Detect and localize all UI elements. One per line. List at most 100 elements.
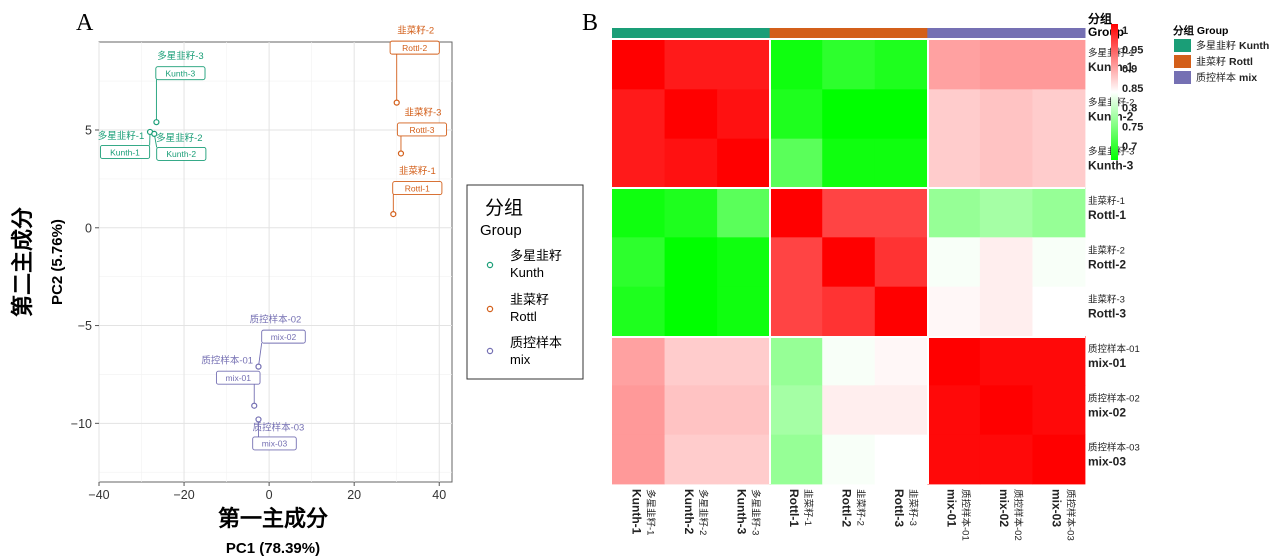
- colorbar-tick-label: 0.8: [1122, 102, 1137, 114]
- col-label: Rottl-2: [840, 489, 854, 527]
- heatmap-cell-mix-02-rottl-2: [822, 385, 876, 436]
- heatmap-cell-kunth-3-kunth-2: [664, 138, 718, 189]
- legend-label-rottl-cn: 韭菜籽: [510, 292, 549, 307]
- annotation-cell-kunth-3: [717, 28, 771, 38]
- heatmap-cell-mix-01-mix-01: [927, 336, 981, 386]
- pca-point-kunth-2: Kunth-2 多星韭籽-2: [151, 130, 207, 161]
- annotation-cell-mix-02: [979, 28, 1033, 38]
- pca-point-label-box: [389, 40, 440, 55]
- row-label: Rottl-3: [1088, 307, 1126, 321]
- pca-point-label-box: [156, 146, 207, 161]
- col-label: mix-03: [1050, 489, 1064, 527]
- heatmap-cell-mix-01-kunth-2: [664, 336, 718, 386]
- pca-point-kunth-1: Kunth-1 多星韭籽-1: [98, 128, 154, 159]
- colorbar-tick-label: 0.85: [1122, 83, 1143, 95]
- pca-point-label-box: [396, 122, 448, 137]
- col-label-cn: 质控样本-01: [960, 489, 972, 541]
- heatmap-cell-mix-02-kunth-1: [612, 385, 665, 436]
- pca-point-label: Rottl-2: [402, 43, 427, 53]
- pca-point-mix-01: mix-01 质控样本-01: [201, 355, 261, 409]
- heatmap-cell-kunth-2-mix-03: [1032, 89, 1086, 140]
- pca-point-kunth-3: Kunth-3 多星韭籽-3: [153, 50, 206, 126]
- heatmap-chart: 多星韭籽-1Kunth-1多星韭籽-2Kunth-2多星韭籽-3Kunth-3韭…: [612, 11, 1269, 541]
- pca-point-label-cn: 质控样本-03: [253, 421, 305, 433]
- legend-marker-mix: [486, 347, 494, 355]
- row-label: mix-02: [1088, 405, 1126, 419]
- group-legend-label-en: Kunth: [1239, 40, 1269, 52]
- colorbar-tick-label: 0.75: [1122, 122, 1143, 134]
- pca-point-label: Kunth-1: [110, 147, 140, 157]
- colorbar-tick-label: 0.9: [1122, 64, 1137, 76]
- pca-point-label-box: [215, 370, 261, 385]
- heatmap-cell-rottl-3-kunth-2: [664, 286, 718, 337]
- pca-point-label-cn: 多星韭籽-3: [157, 50, 203, 62]
- pca-point-marker: [153, 119, 160, 126]
- heatmap-cell-mix-02-kunth-3: [717, 385, 771, 436]
- heatmap-cell-kunth-1-mix-02: [979, 40, 1033, 90]
- heatmap-cell-rottl-2-mix-03: [1032, 237, 1086, 288]
- heatmap-col-labels: Kunth-1 多星韭籽-1 Kunth-2 多星韭籽-2 Kunth-3 多星韭籽-3 R…: [629, 489, 1076, 541]
- heatmap-cell-rottl-3-rottl-3: [874, 286, 928, 337]
- heatmap-cell-rottl-3-mix-01: [927, 286, 981, 337]
- pca-point-label: mix-02: [271, 332, 297, 342]
- pca-point-label: Rottl-1: [405, 183, 430, 193]
- pca-point-label: mix-01: [225, 373, 251, 383]
- pca-point-rottl-1: Rottl-1 韭菜籽-1: [390, 165, 443, 218]
- heatmap-cell-kunth-1-rottl-1: [769, 40, 823, 90]
- group-legend-label-cn: 韭菜籽: [1196, 56, 1226, 68]
- heatmap-cell-rottl-2-rottl-2: [822, 237, 876, 288]
- heatmap-cell-kunth-1-kunth-2: [664, 40, 718, 90]
- colorbar-ticks: 1 0.95 0.9 0.85 0.8 0.75 0.7: [1122, 25, 1143, 153]
- annotation-cell-rottl-1: [769, 28, 823, 38]
- heatmap-cell-rottl-2-rottl-1: [769, 237, 823, 288]
- heatmap-cell-rottl-1-rottl-2: [822, 188, 876, 238]
- pca-x-tick-label: 0: [266, 488, 273, 502]
- annotation-subtitle: Group: [1088, 25, 1124, 39]
- pca-y-axis-subtitle: PC2 (5.76%): [49, 219, 66, 305]
- pca-point-marker: [255, 363, 262, 370]
- group-legend-swatch-mix: [1174, 71, 1191, 84]
- annotation-title: 分组: [1088, 11, 1112, 26]
- colorbar-tick-label: 1: [1122, 25, 1128, 37]
- pca-x-tick-label: −20: [173, 488, 194, 502]
- heatmap-cell-mix-01-kunth-1: [612, 336, 665, 386]
- heatmap-cell-rottl-3-mix-03: [1032, 286, 1086, 337]
- heatmap-cell-rottl-3-mix-02: [979, 286, 1033, 337]
- pca-legend-box: [466, 184, 584, 380]
- pca-point-label-box: [99, 145, 151, 159]
- pca-point-label: Kunth-3: [166, 68, 196, 78]
- heatmap-cell-rottl-1-mix-01: [927, 188, 981, 238]
- pca-y-tick-label: 5: [85, 124, 92, 138]
- pca-point-label-box: [261, 329, 306, 344]
- group-legend-swatch-rottl: [1174, 55, 1191, 68]
- heatmap-cell-kunth-1-rottl-2: [822, 40, 876, 90]
- heatmap-cell-kunth-2-mix-01: [927, 89, 981, 140]
- pca-point-marker: [255, 416, 262, 423]
- heatmap-cell-mix-02-mix-03: [1032, 385, 1086, 436]
- heatmap-cell-mix-02-kunth-2: [664, 385, 718, 436]
- annotation-cell-mix-03: [1032, 28, 1086, 38]
- legend-label-mix-cn: 质控样本: [510, 335, 562, 350]
- heatmap-cell-kunth-3-kunth-3: [717, 138, 771, 189]
- pca-legend-subtitle: Group: [480, 222, 522, 239]
- group-legend-label-en: Rottl: [1229, 56, 1253, 68]
- pca-ticks: −40 −20 0 20 40 −10 −5 0 5: [71, 124, 446, 503]
- pca-point-label-box: [155, 66, 206, 81]
- col-label-cn: 多星韭籽-1: [644, 489, 656, 535]
- heatmap-cells: [612, 40, 1086, 485]
- pca-point-label-cn: 韭菜籽-3: [404, 106, 441, 118]
- heatmap-cell-kunth-3-rottl-1: [769, 138, 823, 189]
- heatmap-cell-mix-01-mix-03: [1032, 336, 1086, 386]
- pca-point-label: Rottl-3: [409, 125, 434, 135]
- group-legend-swatch-kunth: [1174, 39, 1191, 52]
- heatmap-cell-mix-03-kunth-3: [717, 434, 771, 485]
- pca-x-axis-subtitle: PC1 (78.39%): [226, 540, 320, 557]
- heatmap-cell-mix-01-rottl-3: [874, 336, 928, 386]
- row-label-cn: 质控样本-02: [1088, 392, 1140, 404]
- heatmap-cell-kunth-1-rottl-3: [874, 40, 928, 90]
- heatmap-cell-kunth-3-mix-02: [979, 138, 1033, 189]
- heatmap-cell-rottl-2-kunth-3: [717, 237, 771, 288]
- heatmap-cell-mix-02-rottl-3: [874, 385, 928, 436]
- col-label: Rottl-3: [892, 489, 906, 527]
